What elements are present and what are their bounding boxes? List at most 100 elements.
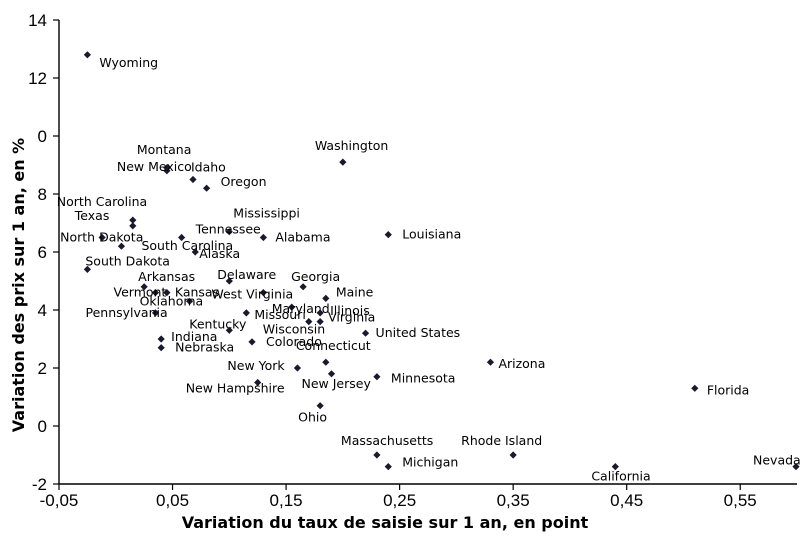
data-point-label: Indiana xyxy=(171,329,217,344)
x-tick-label: 0,15 xyxy=(270,491,303,510)
x-axis-title: Variation du taux de saisie sur 1 an, en… xyxy=(182,513,589,532)
data-point-label: Michigan xyxy=(402,455,458,470)
data-point xyxy=(117,242,126,250)
data-point xyxy=(157,335,165,343)
data-point-label: Tennessee xyxy=(195,222,261,237)
data-point xyxy=(225,277,233,285)
data-point xyxy=(509,451,517,459)
data-point xyxy=(225,326,233,334)
data-point-label: Connecticut xyxy=(296,338,371,353)
data-point-label: United States xyxy=(376,325,461,340)
data-point-label: Wyoming xyxy=(99,55,158,70)
data-point-label: Louisiana xyxy=(402,227,461,242)
data-point-label: South Dakota xyxy=(85,253,170,268)
data-point-label: New Hampshire xyxy=(186,381,285,396)
data-point-label: Rhode Island xyxy=(461,433,542,448)
x-tick-label: -0,05 xyxy=(40,491,79,510)
x-tick-label: 0,45 xyxy=(610,491,643,510)
data-point-label: Colorado xyxy=(266,334,322,349)
data-point xyxy=(203,184,211,192)
data-point xyxy=(316,309,324,317)
data-point-label: Pennsylvania xyxy=(86,305,168,320)
data-point xyxy=(189,175,197,184)
data-point-label: Idaho xyxy=(191,160,226,175)
data-point xyxy=(242,309,250,317)
data-point xyxy=(191,248,199,256)
data-point-label: New Jersey xyxy=(301,376,371,391)
data-point-label: Illinois xyxy=(330,303,370,318)
y-tick-label: 6 xyxy=(38,243,47,262)
data-point-label: Mississippi xyxy=(233,206,300,221)
y-axis-title: Variation des prix sur 1 an, en % xyxy=(9,138,28,432)
y-tick-label: 8 xyxy=(38,185,47,204)
y-tick-label: 14 xyxy=(28,11,47,30)
data-point-label: Kansas xyxy=(175,285,219,300)
data-point xyxy=(486,358,495,366)
data-point xyxy=(83,51,91,59)
data-point-label: Georgia xyxy=(291,269,340,284)
data-point xyxy=(163,289,171,297)
x-tick-label: 0,25 xyxy=(383,491,416,510)
data-point xyxy=(83,265,91,273)
data-point xyxy=(225,228,233,236)
data-point-label: Oklahoma xyxy=(140,293,204,308)
data-point-label: New Mexico xyxy=(117,159,192,174)
data-point xyxy=(293,364,302,372)
data-point-label: Delaware xyxy=(217,267,276,282)
data-point-label: Nevada xyxy=(753,453,801,468)
data-point xyxy=(299,283,307,291)
data-point xyxy=(185,297,194,305)
data-point-label: Oregon xyxy=(221,174,267,189)
axis-ticks: 14 12 0 8 6 4 2 0 -2-0,05 0,05 0,15 0,25 0,35 0,45 0,5… xyxy=(28,11,757,510)
data-point-label: Florida xyxy=(707,382,750,397)
data-point-label: Alabama xyxy=(275,230,330,245)
data-point xyxy=(327,370,336,378)
data-point xyxy=(254,378,262,387)
data-point xyxy=(384,463,392,471)
data-point xyxy=(288,303,296,311)
data-point-label: Vermont xyxy=(114,285,167,300)
data-point-label: South Carolina xyxy=(141,238,233,253)
data-point-label: New York xyxy=(227,358,285,373)
x-tick-label: 0,05 xyxy=(156,491,189,510)
data-point-label: Texas xyxy=(74,208,110,223)
data-point-label: Kentucky xyxy=(189,316,247,331)
data-point xyxy=(140,283,148,291)
data-point-label: West Virginia xyxy=(211,287,293,302)
data-point-label: Washington xyxy=(315,138,388,153)
data-point xyxy=(322,294,330,302)
data-point-label: Massachusetts xyxy=(341,433,433,448)
data-point-label: Virginia xyxy=(328,310,375,325)
data-point xyxy=(691,384,699,392)
data-point xyxy=(384,231,392,239)
data-point-label: Maryland xyxy=(272,301,330,316)
data-point-label: North Dakota xyxy=(60,230,143,245)
data-point-label: Montana xyxy=(137,142,192,157)
data-point xyxy=(322,358,330,366)
data-point xyxy=(316,318,324,326)
data-point xyxy=(305,318,313,326)
data-point-label: Ohio xyxy=(298,410,327,425)
data-point-label: Minnesota xyxy=(391,371,456,386)
data-point xyxy=(248,338,256,346)
x-tick-label: 0,55 xyxy=(724,491,757,510)
data-point xyxy=(611,463,619,471)
data-point xyxy=(339,158,347,166)
x-tick-label: 0,35 xyxy=(497,491,530,510)
data-point-label: California xyxy=(591,469,650,484)
data-point xyxy=(151,289,160,297)
data-point-label: Missouri xyxy=(254,307,305,322)
y-tick-label: -2 xyxy=(32,475,47,494)
data-point xyxy=(163,167,171,175)
data-point xyxy=(98,233,106,242)
data-point xyxy=(178,233,186,242)
data-point xyxy=(129,216,137,224)
y-tick-label: 0 xyxy=(38,127,47,146)
data-point xyxy=(373,373,381,381)
data-point xyxy=(792,463,800,471)
y-tick-label: 4 xyxy=(38,301,47,320)
y-tick-label: 0 xyxy=(38,417,47,436)
data-point-label: Maine xyxy=(336,284,374,299)
